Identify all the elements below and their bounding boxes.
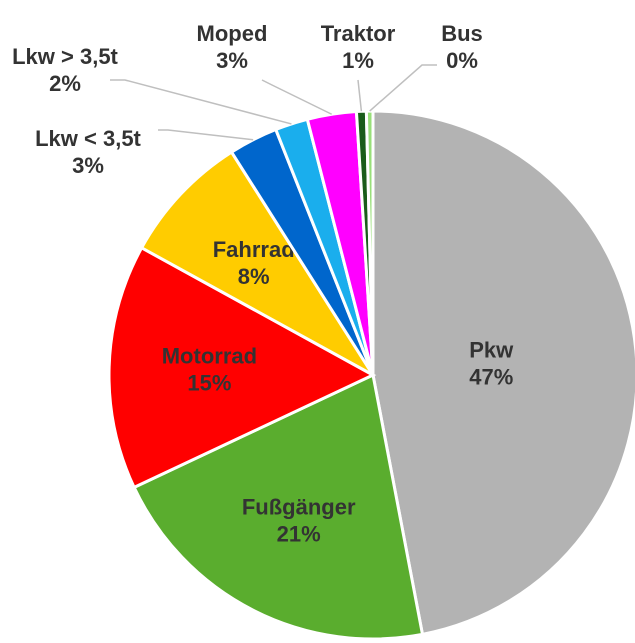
pie-slice [371, 109, 635, 637]
slice-value: 21% [277, 522, 321, 547]
slice-label: Motorrad [162, 344, 257, 369]
slice-value: 15% [187, 371, 231, 396]
pie-slice [107, 245, 377, 490]
slice-value: 8% [238, 264, 270, 289]
slice-label: Fußgänger [242, 495, 356, 520]
pie-slice [139, 150, 375, 377]
leader-line [261, 79, 333, 115]
slice-value: 3% [216, 48, 248, 73]
slice-label: Lkw > 3,5t [12, 44, 118, 69]
pie-slice [132, 372, 425, 641]
slice-label: Pkw [469, 338, 514, 363]
leader-line [369, 64, 437, 112]
slice-value: 1% [342, 48, 374, 73]
slice-value: 2% [49, 71, 81, 96]
slice-value: 0% [446, 48, 478, 73]
slice-label: Traktor [321, 21, 396, 46]
leader-line [158, 129, 254, 141]
slice-label: Lkw < 3,5t [35, 126, 141, 151]
slice-label: Bus [441, 21, 483, 46]
leader-line [110, 79, 292, 125]
slice-label: Fahrrad [213, 237, 295, 262]
slice-label: Moped [197, 21, 268, 46]
slice-value: 3% [72, 153, 104, 178]
leader-line [357, 79, 363, 112]
slice-value: 47% [469, 365, 513, 390]
